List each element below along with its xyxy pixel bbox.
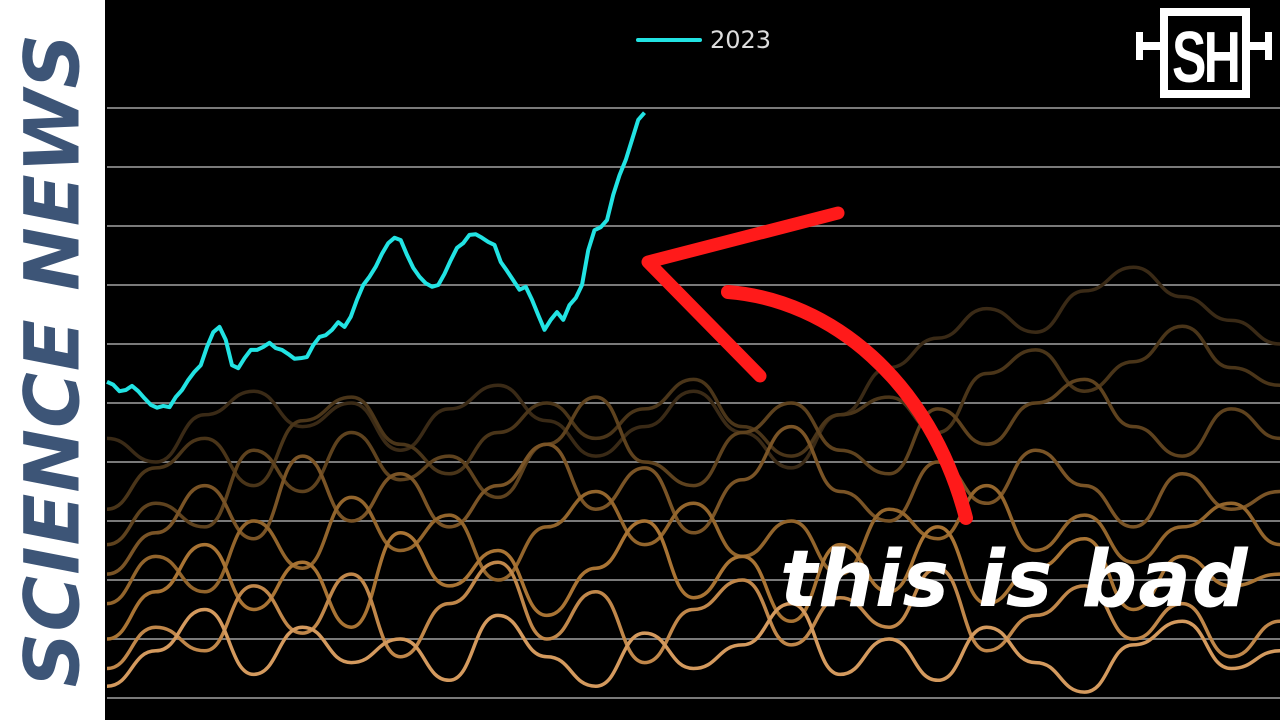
legend-label-2023: 2023 <box>710 26 772 54</box>
series-line-past-year-1 <box>106 324 1280 511</box>
caption-text: this is bad <box>780 535 1249 625</box>
series-line-past-year-0 <box>106 265 1280 470</box>
series-line-past-year-6 <box>106 560 1280 671</box>
series-line-past-year-4 <box>106 483 1280 606</box>
logo-lettering: SH <box>1172 18 1238 98</box>
sh-logo: SH <box>1136 8 1272 98</box>
series-line-past-year-5 <box>106 519 1280 641</box>
brand-title: SCIENCE NEWS <box>7 32 97 688</box>
series-line-past-year-3 <box>106 424 1280 576</box>
brand-strip: SCIENCE NEWS <box>0 0 105 720</box>
legend-swatch-2023 <box>636 38 702 42</box>
arrow-head <box>641 206 845 383</box>
series-line-2023 <box>106 111 646 410</box>
arrow-shaft <box>721 285 973 525</box>
series-line-past-year-2 <box>106 377 1280 547</box>
series-line-past-year-7 <box>106 601 1280 694</box>
chart-legend: 2023 <box>636 26 771 54</box>
